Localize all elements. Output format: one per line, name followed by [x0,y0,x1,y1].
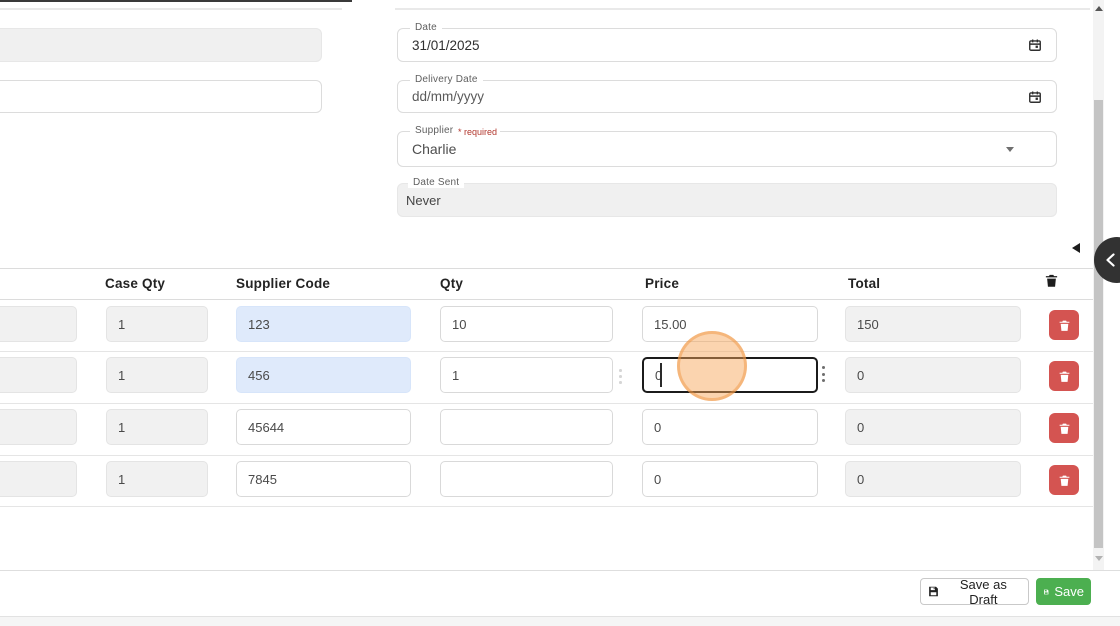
total-cell[interactable] [845,306,1021,342]
product-cell[interactable] [0,306,77,342]
supplier-code-cell[interactable] [236,357,411,393]
qty-cell[interactable] [440,357,613,393]
product-cell[interactable] [0,409,77,445]
text-cursor [660,363,662,387]
table-row [0,357,1093,403]
delete-row-button[interactable] [1049,361,1079,391]
header-price: Price [645,276,680,291]
case-qty-cell[interactable] [106,306,208,342]
save-as-draft-label: Save as Draft [959,576,1007,607]
price-cell[interactable] [642,461,818,497]
header-total: Total [848,276,881,291]
row-divider [0,351,1093,352]
left-section-divider [0,8,342,10]
header-case-qty: Case Qty [105,276,166,291]
date-input[interactable] [398,29,1056,61]
trash-icon [1044,272,1059,294]
date-sent-value: Never [406,192,441,208]
table-row [0,409,1093,455]
row-divider [0,506,1093,507]
delete-row-button[interactable] [1049,413,1079,443]
supplier-code-cell[interactable] [236,461,411,497]
table-top-border [0,268,1093,269]
delivery-date-field[interactable]: Delivery Date [397,75,1057,113]
case-qty-cell[interactable] [106,409,208,445]
delivery-date-input[interactable] [398,81,1056,112]
click-highlight [677,331,747,401]
supplier-code-cell[interactable] [236,306,411,342]
case-qty-cell[interactable] [106,357,208,393]
trash-icon [1059,423,1069,434]
total-cell[interactable] [845,461,1021,497]
total-cell[interactable] [845,409,1021,445]
date-sent-field: Date Sent Never [397,178,1057,217]
supplier-code-cell[interactable] [236,409,411,445]
footer-top-border [0,570,1120,571]
price-cell[interactable] [642,409,818,445]
supplier-select[interactable]: Supplier * required Charlie [397,126,1057,167]
scroll-down-icon[interactable] [1095,556,1103,561]
table-header-border [0,299,1093,300]
product-cell[interactable] [0,461,77,497]
qty-cell[interactable] [440,461,613,497]
row-divider [0,403,1093,404]
product-cell[interactable] [0,357,77,393]
header-qty: Qty [440,276,464,291]
floppy-icon [929,586,938,597]
case-qty-cell[interactable] [106,461,208,497]
chevron-left-icon [1106,253,1115,267]
scroll-up-icon[interactable] [1095,6,1103,11]
scrollbar-thumb[interactable] [1094,100,1103,548]
right-section-divider [395,8,1090,10]
table-row [0,461,1093,507]
total-cell[interactable] [845,357,1021,393]
qty-cell[interactable] [440,306,613,342]
delete-row-button[interactable] [1049,465,1079,495]
date-sent-label: Date Sent [408,178,465,188]
delivery-date-label: Delivery Date [410,75,483,85]
date-field[interactable]: Date [397,23,1057,62]
save-button[interactable]: Save [1036,578,1091,605]
top-edge-divider [0,0,352,2]
supplier-value: Charlie [412,141,457,157]
supplier-required-badge: * required [455,127,501,137]
collapse-triangle-icon[interactable] [1072,243,1080,253]
left-disabled-field[interactable] [0,28,322,62]
floppy-icon [1044,589,1049,594]
trash-icon [1059,475,1069,486]
left-text-field[interactable] [0,80,322,113]
supplier-label: Supplier [410,126,459,136]
trash-icon [1059,371,1069,382]
trash-icon [1059,320,1069,331]
footer-bottom-border [0,616,1120,617]
save-label: Save [1054,584,1084,599]
header-supplier-code: Supplier Code [236,276,331,291]
drag-dots-icon[interactable] [822,366,825,382]
save-as-draft-button[interactable]: Save as Draft [920,576,1029,607]
table-row [0,306,1093,352]
delete-row-button[interactable] [1049,310,1079,340]
calendar-icon[interactable] [1028,90,1042,104]
qty-cell[interactable] [440,409,613,445]
row-divider [0,455,1093,456]
bottom-strip [0,617,1120,626]
calendar-icon[interactable] [1028,38,1042,52]
date-label: Date [410,23,442,33]
chevron-down-icon [1006,147,1014,152]
drag-dots-icon [619,369,622,384]
